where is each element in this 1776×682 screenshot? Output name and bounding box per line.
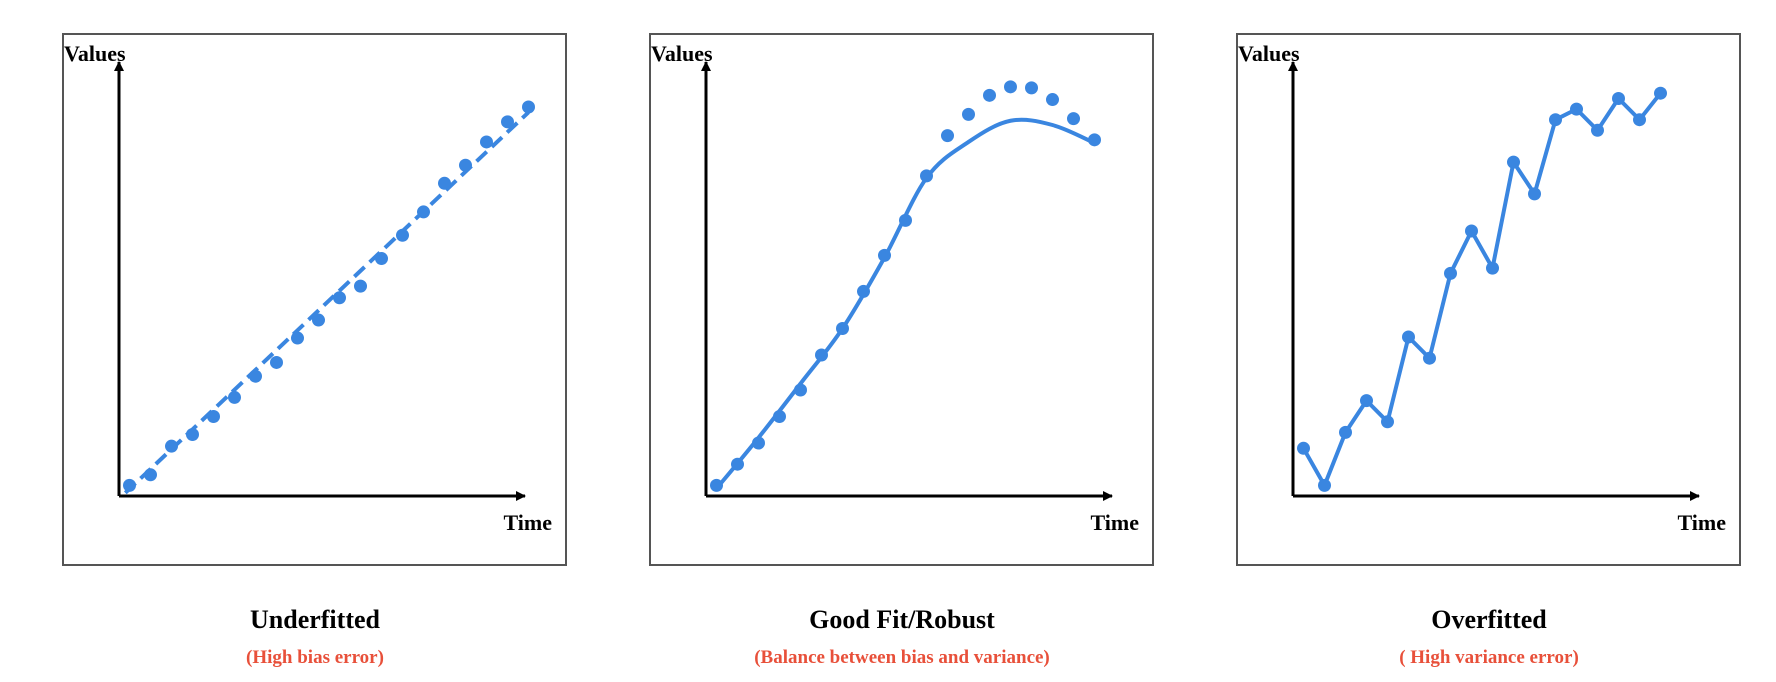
data-point bbox=[501, 115, 514, 129]
data-point bbox=[270, 355, 283, 369]
data-point bbox=[1402, 330, 1415, 344]
data-point bbox=[291, 331, 304, 345]
panel-frame bbox=[62, 33, 567, 566]
panel-underfitted: Values Time Underfitted (High bias error… bbox=[62, 33, 567, 668]
data-point bbox=[1423, 351, 1436, 365]
y-axis-label: Values bbox=[651, 41, 713, 66]
panel-overfitted: Values Time Overfitted ( High variance e… bbox=[1236, 33, 1741, 668]
data-point bbox=[1549, 113, 1562, 127]
data-point bbox=[1297, 441, 1310, 455]
data-point bbox=[459, 158, 472, 172]
data-point bbox=[1528, 187, 1541, 201]
data-point bbox=[1381, 415, 1394, 429]
data-point bbox=[752, 436, 765, 450]
data-point bbox=[836, 322, 849, 336]
data-point bbox=[1444, 266, 1457, 280]
data-point bbox=[1486, 261, 1499, 275]
data-point bbox=[522, 100, 535, 114]
panel-frame bbox=[649, 33, 1154, 566]
panel-subtitle: (Balance between bias and variance) bbox=[754, 647, 1050, 668]
data-point bbox=[1507, 155, 1520, 169]
fit-curve bbox=[714, 117, 1096, 490]
data-point bbox=[1360, 394, 1373, 408]
data-point bbox=[920, 169, 933, 183]
data-point bbox=[1570, 102, 1583, 116]
data-point bbox=[333, 291, 346, 305]
data-point bbox=[1339, 425, 1352, 439]
data-point bbox=[1088, 133, 1101, 147]
data-point bbox=[186, 428, 199, 442]
data-point bbox=[815, 348, 828, 362]
data-point bbox=[1004, 80, 1017, 94]
plot-area bbox=[123, 100, 535, 495]
data-point bbox=[1067, 112, 1080, 126]
y-axis-label: Values bbox=[64, 41, 126, 66]
plot-area bbox=[1297, 86, 1667, 492]
data-point bbox=[228, 390, 241, 404]
data-point bbox=[983, 88, 996, 102]
panel-subtitle: (High bias error) bbox=[246, 647, 384, 668]
data-point bbox=[438, 176, 451, 190]
data-point bbox=[731, 457, 744, 471]
panel-title: Good Fit/Robust bbox=[809, 605, 995, 634]
data-point bbox=[1612, 92, 1625, 105]
data-point bbox=[1591, 123, 1604, 137]
x-axis-label: Time bbox=[1678, 510, 1727, 535]
data-point bbox=[941, 129, 954, 143]
data-point bbox=[165, 439, 178, 453]
data-point bbox=[1465, 224, 1478, 238]
data-point bbox=[1318, 478, 1331, 492]
data-point bbox=[249, 369, 262, 383]
data-point bbox=[857, 284, 870, 298]
data-point bbox=[375, 252, 388, 266]
data-point bbox=[899, 213, 912, 227]
data-point bbox=[396, 228, 409, 242]
data-point bbox=[1633, 113, 1646, 127]
data-point bbox=[878, 248, 891, 262]
panel-title: Overfitted bbox=[1431, 605, 1547, 634]
data-point bbox=[417, 205, 430, 219]
panel-good-fit: Values Time Good Fit/Robust (Balance bet… bbox=[649, 33, 1154, 668]
data-point bbox=[207, 410, 220, 423]
overfit-line bbox=[1301, 91, 1663, 488]
panel-frame bbox=[1236, 33, 1741, 566]
data-point bbox=[1654, 86, 1667, 100]
data-point bbox=[794, 383, 807, 397]
data-point bbox=[1046, 93, 1059, 107]
data-point bbox=[123, 478, 136, 492]
panel-title: Underfitted bbox=[250, 605, 381, 634]
data-point bbox=[144, 468, 157, 482]
data-point bbox=[480, 135, 493, 149]
plot-area bbox=[710, 80, 1101, 492]
x-axis-label: Time bbox=[504, 510, 553, 535]
data-point bbox=[1025, 81, 1038, 95]
data-point bbox=[312, 313, 325, 327]
panel-subtitle: ( High variance error) bbox=[1399, 647, 1579, 668]
x-axis-label: Time bbox=[1091, 510, 1140, 535]
data-point bbox=[962, 107, 975, 121]
data-point bbox=[710, 478, 723, 492]
data-point bbox=[354, 279, 367, 293]
data-point bbox=[773, 410, 786, 423]
y-axis-label: Values bbox=[1238, 41, 1300, 66]
